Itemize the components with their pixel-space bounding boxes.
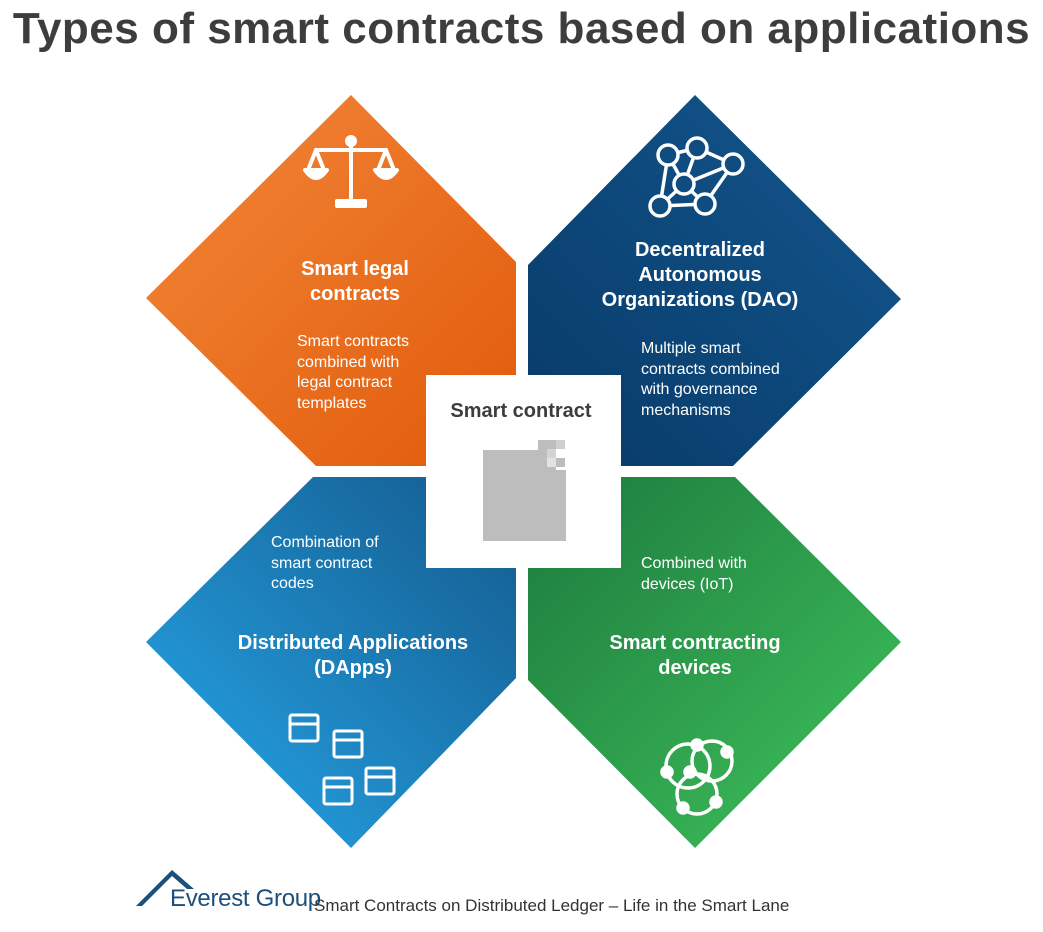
quadrant-devices-description: Combined with devices (IoT) [641, 555, 747, 593]
network-icon [648, 136, 745, 218]
mountain-icon [136, 870, 194, 906]
document-icon [483, 440, 566, 541]
quadrant-legal-shape [146, 95, 516, 466]
quadrant-devices-title: Smart contracting devices [609, 632, 781, 679]
quadrant-devices-shape [528, 477, 901, 848]
page-title: Types of smart contracts based on applic… [12, 4, 1031, 53]
footer-caption: Smart Contracts on Distributed Ledger – … [314, 896, 790, 915]
quadrant-dao-shape [528, 95, 901, 466]
app-windows-icon [288, 713, 396, 806]
footer-logo: Everest Group [170, 885, 321, 912]
quadrant-dao-description: Multiple smart contracts combined with g… [641, 340, 780, 419]
quadrant-legal-title: Smart legal contracts [301, 258, 409, 305]
quadrant-dapps-shape [146, 477, 516, 848]
quadrant-legal-description: Smart contracts combined with legal cont… [297, 333, 410, 412]
quadrant-dao-title: Decentralized Autonomous Organizations (… [601, 239, 799, 311]
connected-nodes-icon [660, 738, 734, 816]
center-label: Smart contract [450, 400, 592, 422]
scales-icon [303, 135, 399, 208]
quadrant-dapps-description: Combination of smart contract codes [271, 534, 379, 592]
quadrant-dapps-title: Distributed Applications (DApps) [237, 632, 469, 679]
